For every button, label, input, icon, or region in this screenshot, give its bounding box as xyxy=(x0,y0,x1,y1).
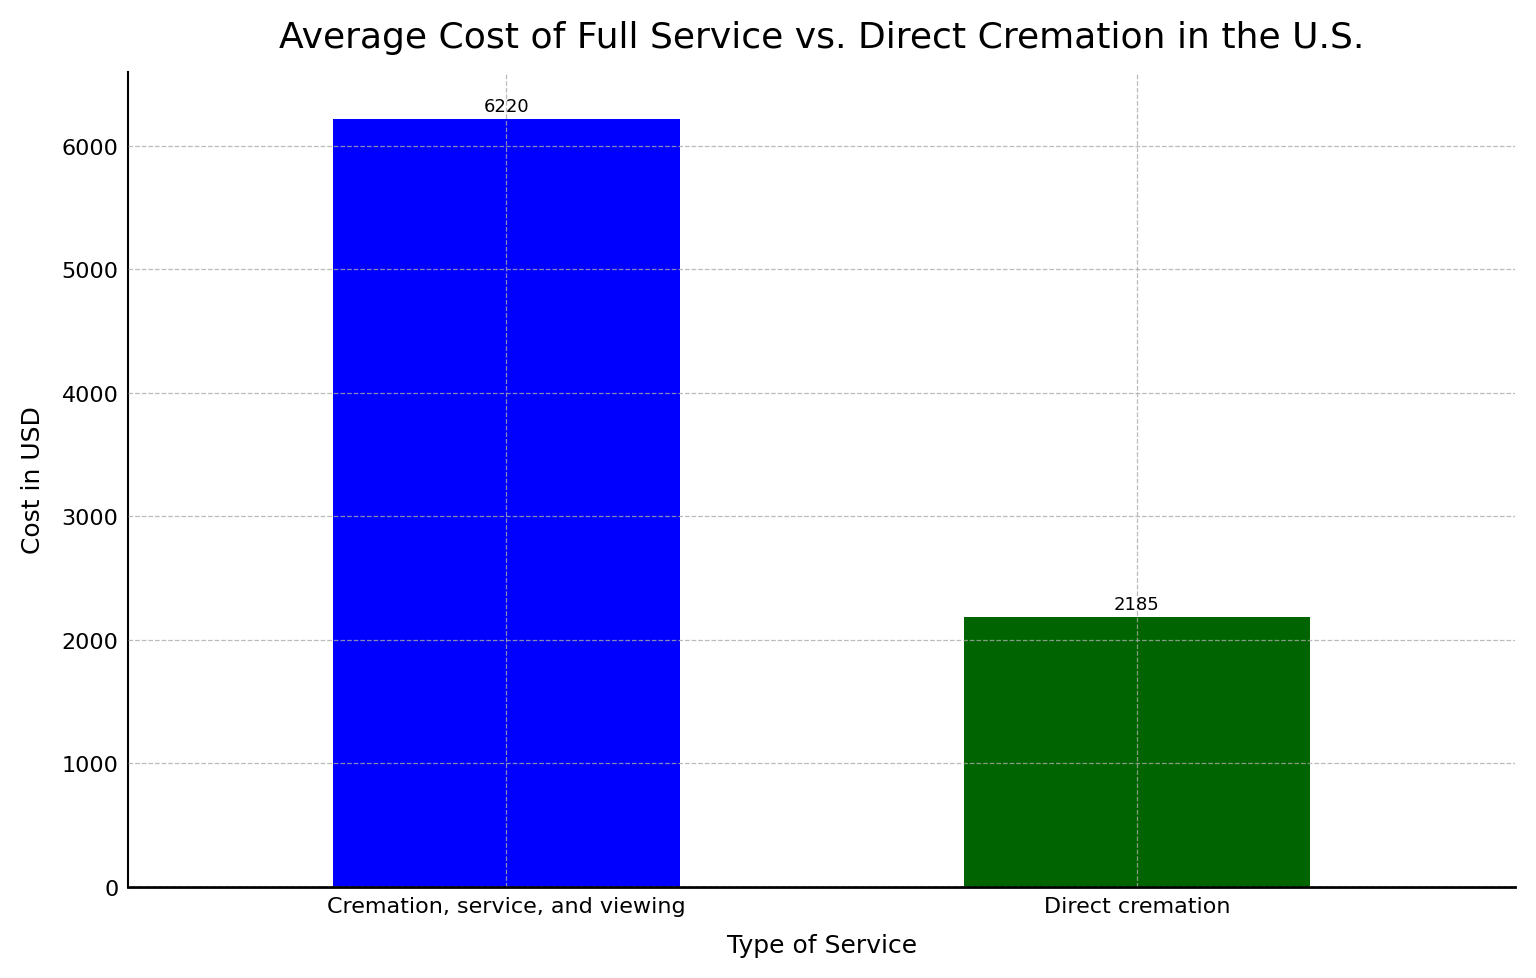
Text: 2185: 2185 xyxy=(1114,596,1160,613)
Text: 6220: 6220 xyxy=(484,98,530,116)
X-axis label: Type of Service: Type of Service xyxy=(727,933,917,957)
Y-axis label: Cost in USD: Cost in USD xyxy=(22,406,45,554)
Bar xyxy=(333,119,680,887)
Title: Average Cost of Full Service vs. Direct Cremation in the U.S.: Average Cost of Full Service vs. Direct … xyxy=(280,21,1364,55)
Bar xyxy=(963,617,1310,887)
